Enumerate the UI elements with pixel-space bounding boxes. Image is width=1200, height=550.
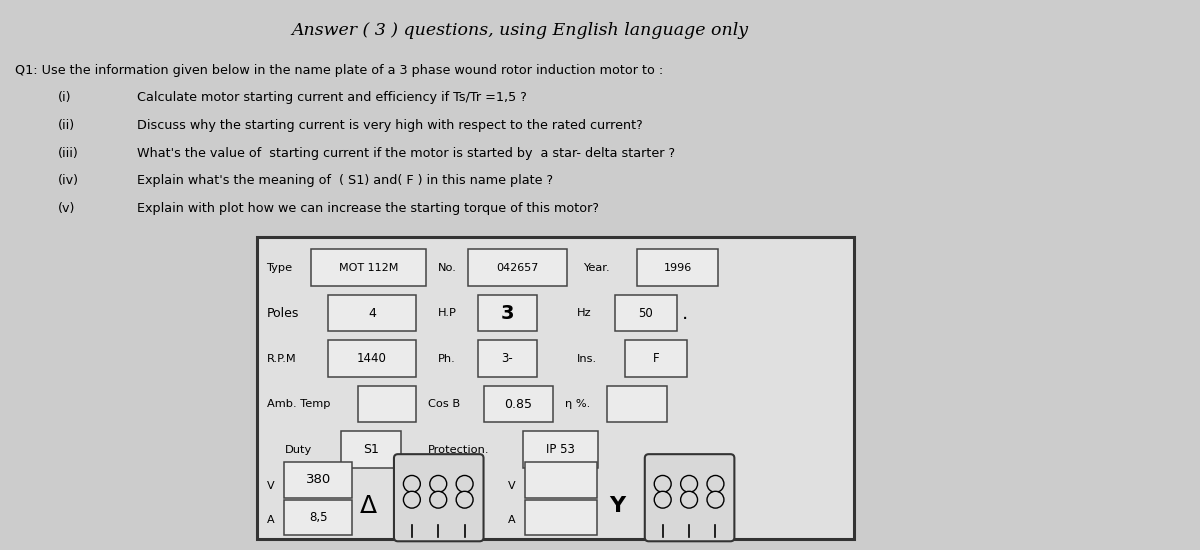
Text: Explain with plot how we can increase the starting torque of this motor?: Explain with plot how we can increase th… (137, 202, 599, 215)
Text: (v): (v) (58, 202, 74, 215)
Text: (iii): (iii) (58, 147, 78, 159)
Text: 1996: 1996 (664, 262, 691, 273)
Text: MOT 112M: MOT 112M (338, 262, 398, 273)
Text: Δ: Δ (360, 494, 377, 518)
Text: F: F (653, 352, 659, 365)
Text: 8,5: 8,5 (310, 511, 328, 524)
Circle shape (654, 475, 671, 492)
Bar (329, 295, 416, 332)
Bar (523, 431, 598, 468)
Text: What's the value of  starting current if the motor is started by  a star- delta : What's the value of starting current if … (137, 147, 676, 159)
Bar (257, 238, 854, 540)
Bar (526, 500, 598, 535)
FancyBboxPatch shape (644, 454, 734, 541)
Circle shape (680, 491, 697, 508)
Bar (484, 386, 553, 422)
Text: Duty: Duty (284, 445, 312, 455)
Bar (311, 249, 426, 286)
Circle shape (430, 475, 446, 492)
Text: 3-: 3- (502, 352, 514, 365)
Text: (i): (i) (58, 91, 71, 104)
Text: A: A (508, 514, 515, 525)
Bar (478, 340, 538, 377)
Circle shape (430, 491, 446, 508)
Text: V: V (266, 481, 274, 491)
Text: IP 53: IP 53 (546, 443, 575, 456)
Bar (284, 462, 352, 498)
Text: 1440: 1440 (358, 352, 386, 365)
Text: Year.: Year. (583, 262, 610, 273)
Text: Poles: Poles (266, 306, 299, 320)
Circle shape (707, 491, 724, 508)
Text: Cos B: Cos B (428, 399, 460, 409)
Text: H.P: H.P (438, 308, 457, 318)
Text: Answer ( 3 ) questions, using English language only: Answer ( 3 ) questions, using English la… (292, 22, 749, 39)
Text: Calculate motor starting current and efficiency if Ts/Tr =1,5 ?: Calculate motor starting current and eff… (137, 91, 527, 104)
Bar (607, 386, 667, 422)
Text: No.: No. (438, 262, 457, 273)
Text: Y: Y (608, 496, 625, 516)
Text: Discuss why the starting current is very high with respect to the rated current?: Discuss why the starting current is very… (137, 119, 643, 132)
Bar (625, 340, 686, 377)
Circle shape (707, 475, 724, 492)
Bar (341, 431, 401, 468)
Bar (329, 340, 416, 377)
Bar (478, 295, 538, 332)
Circle shape (456, 491, 473, 508)
Text: Amb. Temp: Amb. Temp (266, 399, 330, 409)
Text: A: A (266, 514, 274, 525)
Text: (iv): (iv) (58, 174, 78, 188)
Text: 3: 3 (500, 304, 514, 323)
Text: V: V (508, 481, 515, 491)
Text: S1: S1 (364, 443, 379, 456)
Text: Explain what's the meaning of  ( S1) and( F ) in this name plate ?: Explain what's the meaning of ( S1) and(… (137, 174, 553, 188)
Bar (526, 462, 598, 498)
Text: (ii): (ii) (58, 119, 74, 132)
Text: Type: Type (266, 262, 293, 273)
Bar (614, 295, 677, 332)
Bar (284, 500, 352, 535)
Text: Ins.: Ins. (577, 354, 598, 364)
Text: η %.: η %. (565, 399, 590, 409)
Bar (637, 249, 719, 286)
Text: Hz: Hz (577, 308, 592, 318)
Text: 0.85: 0.85 (504, 398, 533, 411)
Text: Protection.: Protection. (428, 445, 490, 455)
Text: R.P.M: R.P.M (266, 354, 296, 364)
FancyBboxPatch shape (394, 454, 484, 541)
Text: .: . (682, 304, 688, 323)
Text: Ph.: Ph. (438, 354, 456, 364)
Bar (468, 249, 568, 286)
Circle shape (403, 475, 420, 492)
Text: 042657: 042657 (496, 262, 539, 273)
Text: Q1: Use the information given below in the name plate of a 3 phase wound rotor i: Q1: Use the information given below in t… (14, 64, 662, 76)
Circle shape (456, 475, 473, 492)
Circle shape (680, 475, 697, 492)
Circle shape (403, 491, 420, 508)
Bar (358, 386, 416, 422)
Text: 50: 50 (638, 306, 653, 320)
Text: 380: 380 (306, 474, 331, 486)
Text: 4: 4 (368, 306, 376, 320)
Circle shape (654, 491, 671, 508)
